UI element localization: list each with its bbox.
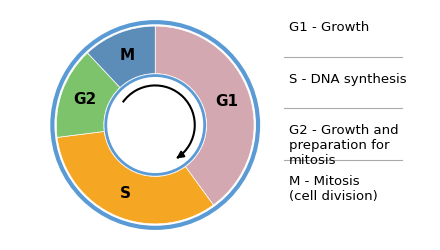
Wedge shape (155, 26, 254, 205)
Text: G1 - Growth: G1 - Growth (289, 21, 369, 34)
Text: M - Mitosis
(cell division): M - Mitosis (cell division) (289, 176, 378, 204)
Text: M: M (120, 48, 135, 62)
Wedge shape (57, 132, 213, 224)
Text: S: S (120, 186, 131, 202)
Wedge shape (56, 53, 120, 138)
Wedge shape (88, 26, 155, 88)
Text: G1: G1 (215, 94, 238, 109)
Text: S - DNA synthesis: S - DNA synthesis (289, 72, 406, 86)
Circle shape (106, 76, 205, 174)
Text: G2: G2 (73, 92, 96, 107)
Text: G2 - Growth and
preparation for
mitosis: G2 - Growth and preparation for mitosis (289, 124, 398, 167)
